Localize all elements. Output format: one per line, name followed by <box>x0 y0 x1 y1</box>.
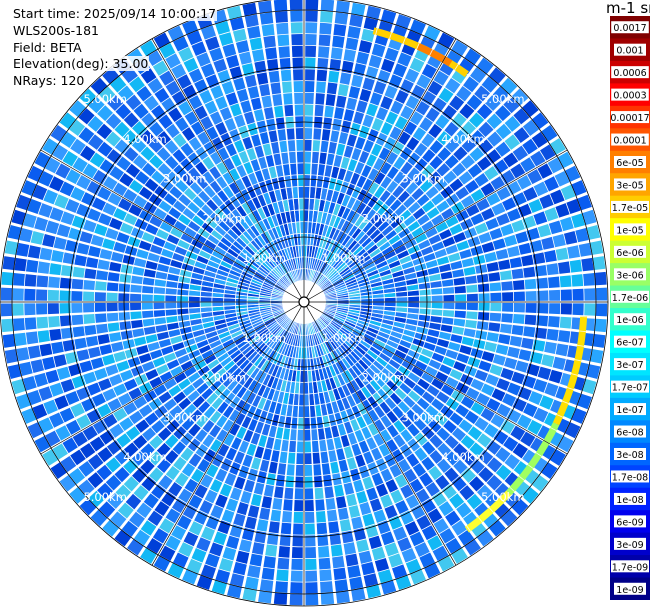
colorbar-label: 1.7e-08 <box>612 472 648 483</box>
scan-info: Start time: 2025/09/14 10:00:17 WLS200s-… <box>12 6 218 90</box>
range-ring-label: 3.00km <box>402 172 445 186</box>
range-ring-label: 1.00km <box>322 251 365 265</box>
colorbar-label: 1.7e-07 <box>612 383 648 394</box>
colorbar-label: 3e-05 <box>616 180 643 191</box>
range-ring-label: 5.00km <box>481 490 524 504</box>
range-ring-label: 2.00km <box>203 211 246 225</box>
colorbar-label: 1.7e-09 <box>612 562 648 573</box>
range-ring-label: 2.00km <box>362 371 405 385</box>
colorbar-label: 0.00017 <box>610 113 649 124</box>
range-ring-label: 4.00km <box>441 450 484 464</box>
colorbar-label: 1e-05 <box>616 225 643 236</box>
colorbar-label: 0.0006 <box>613 68 646 79</box>
radar-center <box>298 296 310 308</box>
colorbar-label: 0.0017 <box>613 23 646 34</box>
colorbar-label: 0.0003 <box>613 91 646 102</box>
colorbar-label: 1.7e-06 <box>612 293 648 304</box>
start-time-text: Start time: 2025/09/14 10:00:17 <box>12 6 218 21</box>
colorbar-label: 6e-08 <box>616 428 643 439</box>
colorbar: 0.0017 0.001 0.0006 0.0003 0.00017 0.0001 6e-0… <box>610 16 650 600</box>
range-ring-label: 2.00km <box>362 211 405 225</box>
nrays-text: NRays: 120 <box>12 73 86 89</box>
azimuth-spoke <box>303 38 457 303</box>
colorbar-label: 1e-06 <box>616 315 643 326</box>
range-ring-label: 1.00km <box>243 251 286 265</box>
colorbar-label: 3e-09 <box>616 540 643 551</box>
azimuth-spoke <box>303 301 457 566</box>
range-ring-label: 4.00km <box>123 450 166 464</box>
colorbar-label: 6e-06 <box>616 248 643 259</box>
colorbar-label: 3e-08 <box>616 450 643 461</box>
instrument-text: WLS200s-181 <box>12 22 100 38</box>
range-ring-label: 4.00km <box>123 132 166 146</box>
range-ring-label: 5.00km <box>481 92 524 106</box>
colorbar-label: 1e-08 <box>616 495 643 506</box>
azimuth-spoke <box>40 301 305 455</box>
field-text: Field: BETA <box>12 39 83 55</box>
azimuth-spoke <box>151 38 305 303</box>
colorbar-label: 0.0001 <box>613 136 646 147</box>
colorbar-label: 3e-06 <box>616 270 643 281</box>
colorbar-label: 6e-09 <box>616 517 643 528</box>
colorbar-label: 1e-09 <box>616 585 643 596</box>
range-grid: 1.00km 1.00km 1.00km 1.00km 2.00km 2.00km 2.00… <box>0 0 609 607</box>
range-ring-label: 4.00km <box>441 132 484 146</box>
elevation-text: Elevation(deg): 35.00 <box>12 56 150 72</box>
colorbar-label: 1.7e-05 <box>612 203 648 214</box>
range-ring-label: 5.00km <box>83 490 126 504</box>
azimuth-spoke <box>303 301 568 455</box>
range-ring-label: 3.00km <box>163 410 206 424</box>
aerosol-arc <box>416 43 453 67</box>
colorbar-title: m-1 sr-1 <box>606 0 650 16</box>
azimuth-spoke <box>40 149 305 303</box>
range-ring-label: 3.00km <box>402 410 445 424</box>
aerosol-arc <box>552 315 588 426</box>
range-ring-label: 1.00km <box>243 331 286 345</box>
range-ring-label: 3.00km <box>163 172 206 186</box>
range-ring-label: 5.00km <box>83 92 126 106</box>
colorbar-label: 0.001 <box>616 46 643 57</box>
colorbar-label: 3e-07 <box>616 360 643 371</box>
colorbar-label: 1e-07 <box>616 405 643 416</box>
range-ring-label: 2.00km <box>203 371 246 385</box>
colorbar-label: 6e-07 <box>616 338 643 349</box>
range-ring-label: 1.00km <box>322 331 365 345</box>
colorbar-label: 6e-05 <box>616 158 643 169</box>
azimuth-spoke <box>303 149 568 303</box>
azimuth-spoke <box>151 301 305 566</box>
